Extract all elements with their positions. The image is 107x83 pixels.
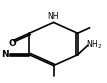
Text: NH$_2$: NH$_2$ <box>86 39 102 51</box>
Text: O: O <box>8 39 16 48</box>
Text: NH: NH <box>48 12 59 21</box>
Text: N: N <box>1 50 9 59</box>
